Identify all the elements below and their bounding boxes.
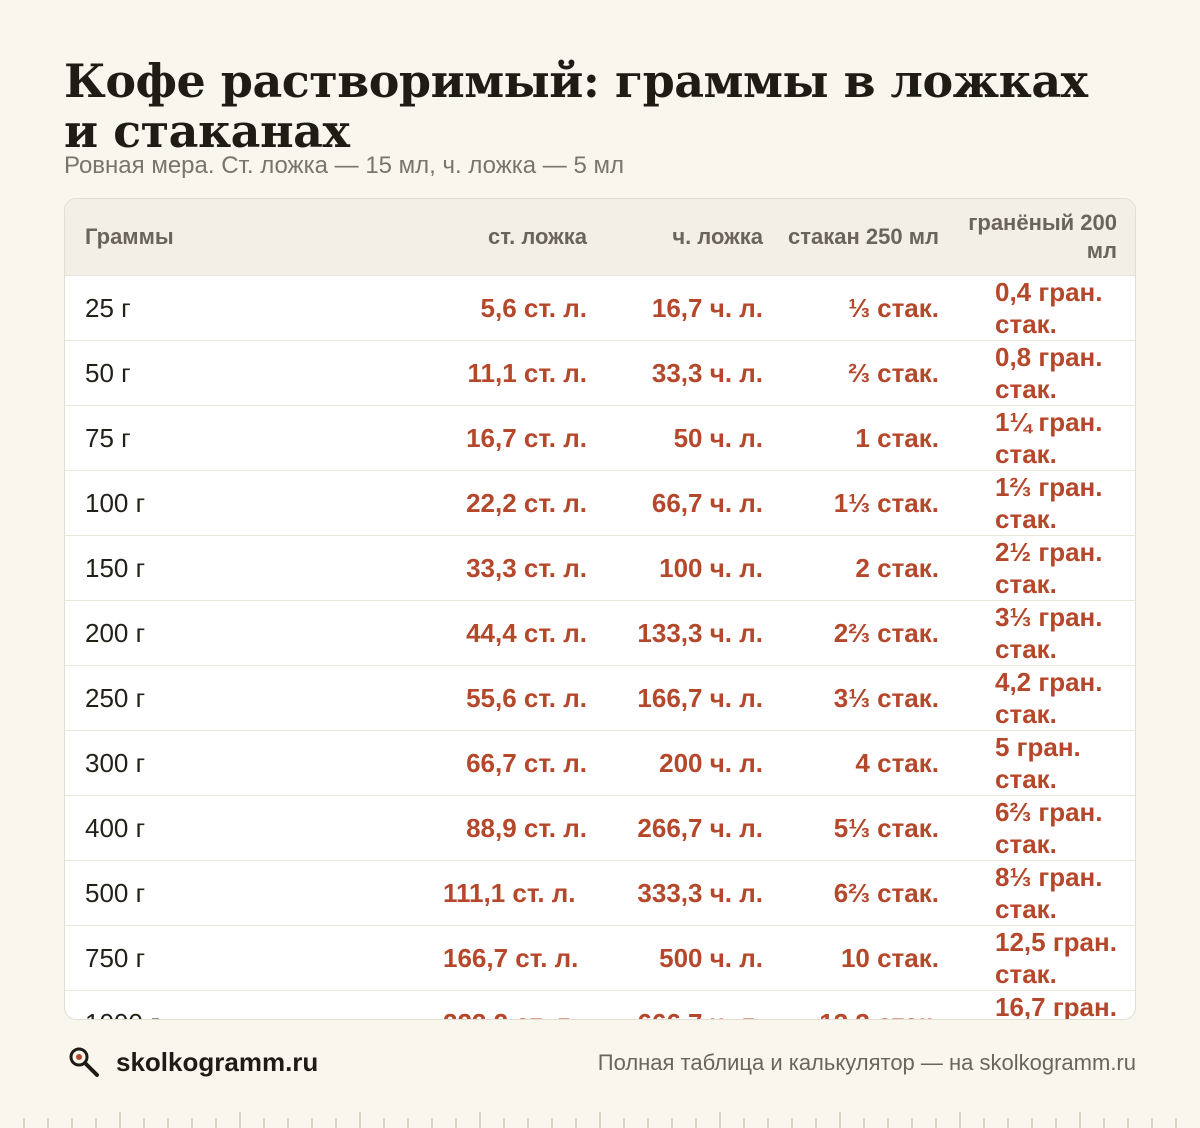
table-row: 1000 г222,2 ст. л.666,7 ч. л.13,3 стак. 1… <box>65 990 1135 1020</box>
cell-first: 1000 г <box>65 990 431 1020</box>
table-row: 75 г 16,7 ст. л. 50 ч. л. 1 стак. 1¼ гран. с… <box>65 405 1135 470</box>
cell-teaspoon: 200 ч. л. <box>659 747 763 778</box>
cell-glass: 10 стак. <box>840 942 939 973</box>
brand-name[interactable]: skolkogramm.ru <box>116 1046 319 1077</box>
ruler-decoration <box>23 1112 1177 1128</box>
cell-faceted: 4,2 гран. стак. <box>995 666 1103 729</box>
table-row: 750 г 166,7 ст. л. 500 ч. л. 10 стак. 12,5 г… <box>65 925 1135 990</box>
cell-tablespoon: 166,7 ст. л. <box>443 942 579 973</box>
cell-faceted: 0,8 гран. стак. <box>995 341 1103 404</box>
header-glass-250: стакан 250 мл <box>788 223 939 249</box>
cell-tablespoon: 33,3 ст. л. <box>466 552 587 583</box>
cell-first: 75 г <box>85 422 131 453</box>
cell-teaspoon: 100 ч. л. <box>659 552 763 583</box>
cell-glass: ⅓ стак. <box>848 292 939 323</box>
cell-first: 500 г <box>85 877 146 908</box>
cell-faceted: 0,4 гран. стак. <box>995 276 1103 339</box>
cell-glass: 1 стак. <box>855 422 939 453</box>
cell-glass: ⅔ стак. <box>848 357 939 388</box>
header-grams: Граммы <box>85 223 174 249</box>
table-row: 150 г 33,3 ст. л. 100 ч. л. 2 стак. 2½ гран.… <box>65 535 1135 600</box>
cell-tablespoon: 16,7 ст. л. <box>466 422 587 453</box>
cell-first: 400 г <box>85 812 146 843</box>
table-row: 200 г 44,4 ст. л. 133,3 ч. л. 2⅔ стак. 3⅓ гр… <box>65 600 1135 665</box>
cell-teaspoon: 500 ч. л. <box>659 942 763 973</box>
footer-note: Полная таблица и калькулятор — на skolko… <box>597 1050 1136 1075</box>
table-row: 300 г 66,7 ст. л. 200 ч. л. 4 стак. 5 гран. … <box>65 730 1135 795</box>
header-teaspoon: ч. ложка <box>672 223 763 249</box>
cell-teaspoon: 266,7 ч. л. <box>637 812 763 843</box>
cell-tablespoon: 222,2 ст. л. <box>431 990 607 1020</box>
table-row: 50 г 11,1 ст. л. 33,3 ч. л. ⅔ стак. 0,8 гран… <box>65 340 1135 405</box>
cell-teaspoon: 16,7 ч. л. <box>651 292 763 323</box>
cell-faceted: 16,7 гран. стак. <box>995 991 1117 1020</box>
conversion-table: Граммы ст. ложка ч. ложка стакан 250 мл … <box>65 199 1135 1020</box>
cell-glass: 4 стак. <box>855 747 939 778</box>
cell-glass: 1⅓ стак. <box>833 487 939 518</box>
cell-tablespoon: 5,6 ст. л. <box>480 292 587 323</box>
cell-first: 150 г <box>85 552 146 583</box>
cell-teaspoon: 133,3 ч. л. <box>637 617 763 648</box>
cell-faceted: 1⅔ гран. стак. <box>995 471 1103 534</box>
cell-teaspoon: 66,7 ч. л. <box>651 487 763 518</box>
table-body: 25 г 5,6 ст. л. 16,7 ч. л. ⅓ стак. 0,4 гран.… <box>65 275 1135 1020</box>
header-faceted-glass-200: гранёный 200 мл <box>968 209 1117 263</box>
cell-faceted: 12,5 гран. стак. <box>995 926 1117 989</box>
cell-faceted: 8⅓ гран. стак. <box>995 861 1103 924</box>
cell-first: 750 г <box>85 942 146 973</box>
cell-glass: 13,3 стак. <box>783 990 959 1020</box>
cell-tablespoon: 11,1 ст. л. <box>467 357 588 388</box>
header-tablespoon: ст. ложка <box>488 223 587 249</box>
cell-first: 200 г <box>85 617 146 648</box>
cell-faceted: 3⅓ гран. стак. <box>995 601 1103 664</box>
cell-tablespoon: 66,7 ст. л. <box>466 747 587 778</box>
cell-teaspoon: 333,3 ч. л. <box>637 877 763 908</box>
cell-tablespoon: 22,2 ст. л. <box>466 487 587 518</box>
table-row: 25 г 5,6 ст. л. 16,7 ч. л. ⅓ стак. 0,4 гран.… <box>65 275 1135 340</box>
cell-faceted: 1¼ гран. стак. <box>995 406 1103 469</box>
cell-glass: 6⅔ стак. <box>833 877 939 908</box>
cell-teaspoon: 33,3 ч. л. <box>651 357 763 388</box>
cell-first: 250 г <box>85 682 146 713</box>
cell-first: 100 г <box>85 487 146 518</box>
cell-faceted: 2½ гран. стак. <box>995 536 1103 599</box>
cell-tablespoon: 44,4 ст. л. <box>466 617 587 648</box>
cell-first: 50 г <box>85 357 131 388</box>
cell-first: 25 г <box>85 292 131 323</box>
conversion-table-card: Граммы ст. ложка ч. ложка стакан 250 мл … <box>64 198 1136 1020</box>
table-header: Граммы ст. ложка ч. ложка стакан 250 мл … <box>65 199 1135 275</box>
table-row: 100 г 22,2 ст. л. 66,7 ч. л. 1⅓ стак. 1⅔ гра… <box>65 470 1135 535</box>
table-row: 500 г 111,1 ст. л. 333,3 ч. л. 6⅔ стак. 8⅓ г… <box>65 860 1135 925</box>
page-subtitle: Ровная мера. Ст. ложка — 15 мл, ч. ложка… <box>64 152 624 179</box>
cell-glass: 5⅓ стак. <box>833 812 939 843</box>
page-title: Кофе растворимый: граммы в ложках и стак… <box>64 54 1088 158</box>
cell-teaspoon: 166,7 ч. л. <box>637 682 763 713</box>
magnifier-icon <box>66 1044 102 1080</box>
cell-faceted: 6⅔ гран. стак. <box>995 796 1103 859</box>
cell-first: 300 г <box>85 747 146 778</box>
cell-glass: 3⅓ стак. <box>833 682 939 713</box>
header-row: Граммы ст. ложка ч. ложка стакан 250 мл … <box>65 199 1135 275</box>
cell-glass: 2⅔ стак. <box>833 617 939 648</box>
table-row: 400 г 88,9 ст. л. 266,7 ч. л. 5⅓ стак. 6⅔ гр… <box>65 795 1135 860</box>
cell-teaspoon: 666,7 ч. л. <box>607 990 783 1020</box>
cell-tablespoon: 88,9 ст. л. <box>466 812 587 843</box>
footer-brand: skolkogramm.ru <box>66 1044 318 1080</box>
cell-tablespoon: 111,1 ст. л. <box>443 877 576 908</box>
cell-faceted: 5 гран. стак. <box>995 731 1081 794</box>
cell-teaspoon: 50 ч. л. <box>673 422 763 453</box>
table-row: 250 г 55,6 ст. л. 166,7 ч. л. 3⅓ стак. 4,2 г… <box>65 665 1135 730</box>
cell-glass: 2 стак. <box>855 552 939 583</box>
cell-tablespoon: 55,6 ст. л. <box>466 682 587 713</box>
